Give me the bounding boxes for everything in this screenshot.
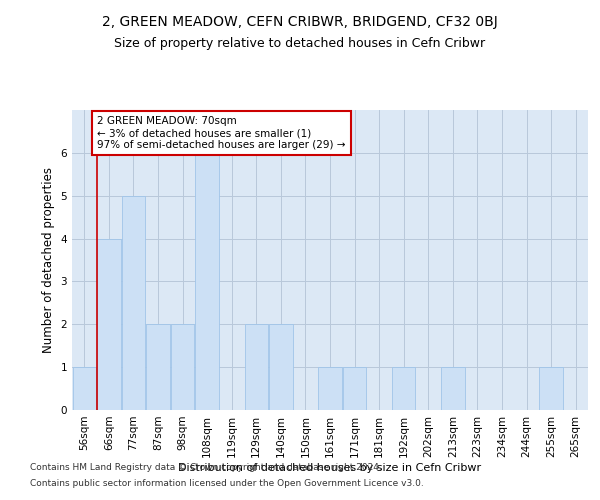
- Text: 2 GREEN MEADOW: 70sqm
← 3% of detached houses are smaller (1)
97% of semi-detach: 2 GREEN MEADOW: 70sqm ← 3% of detached h…: [97, 116, 346, 150]
- Bar: [539, 367, 563, 410]
- Bar: [146, 324, 170, 410]
- Bar: [97, 238, 121, 410]
- Bar: [171, 324, 194, 410]
- Text: 2, GREEN MEADOW, CEFN CRIBWR, BRIDGEND, CF32 0BJ: 2, GREEN MEADOW, CEFN CRIBWR, BRIDGEND, …: [102, 15, 498, 29]
- Bar: [73, 367, 96, 410]
- Y-axis label: Number of detached properties: Number of detached properties: [42, 167, 55, 353]
- Text: Contains public sector information licensed under the Open Government Licence v3: Contains public sector information licen…: [30, 478, 424, 488]
- X-axis label: Distribution of detached houses by size in Cefn Cribwr: Distribution of detached houses by size …: [178, 462, 482, 472]
- Text: Contains HM Land Registry data © Crown copyright and database right 2024.: Contains HM Land Registry data © Crown c…: [30, 464, 382, 472]
- Bar: [196, 153, 219, 410]
- Text: Size of property relative to detached houses in Cefn Cribwr: Size of property relative to detached ho…: [115, 38, 485, 51]
- Bar: [441, 367, 464, 410]
- Bar: [319, 367, 341, 410]
- Bar: [245, 324, 268, 410]
- Bar: [122, 196, 145, 410]
- Bar: [269, 324, 293, 410]
- Bar: [392, 367, 415, 410]
- Bar: [343, 367, 366, 410]
